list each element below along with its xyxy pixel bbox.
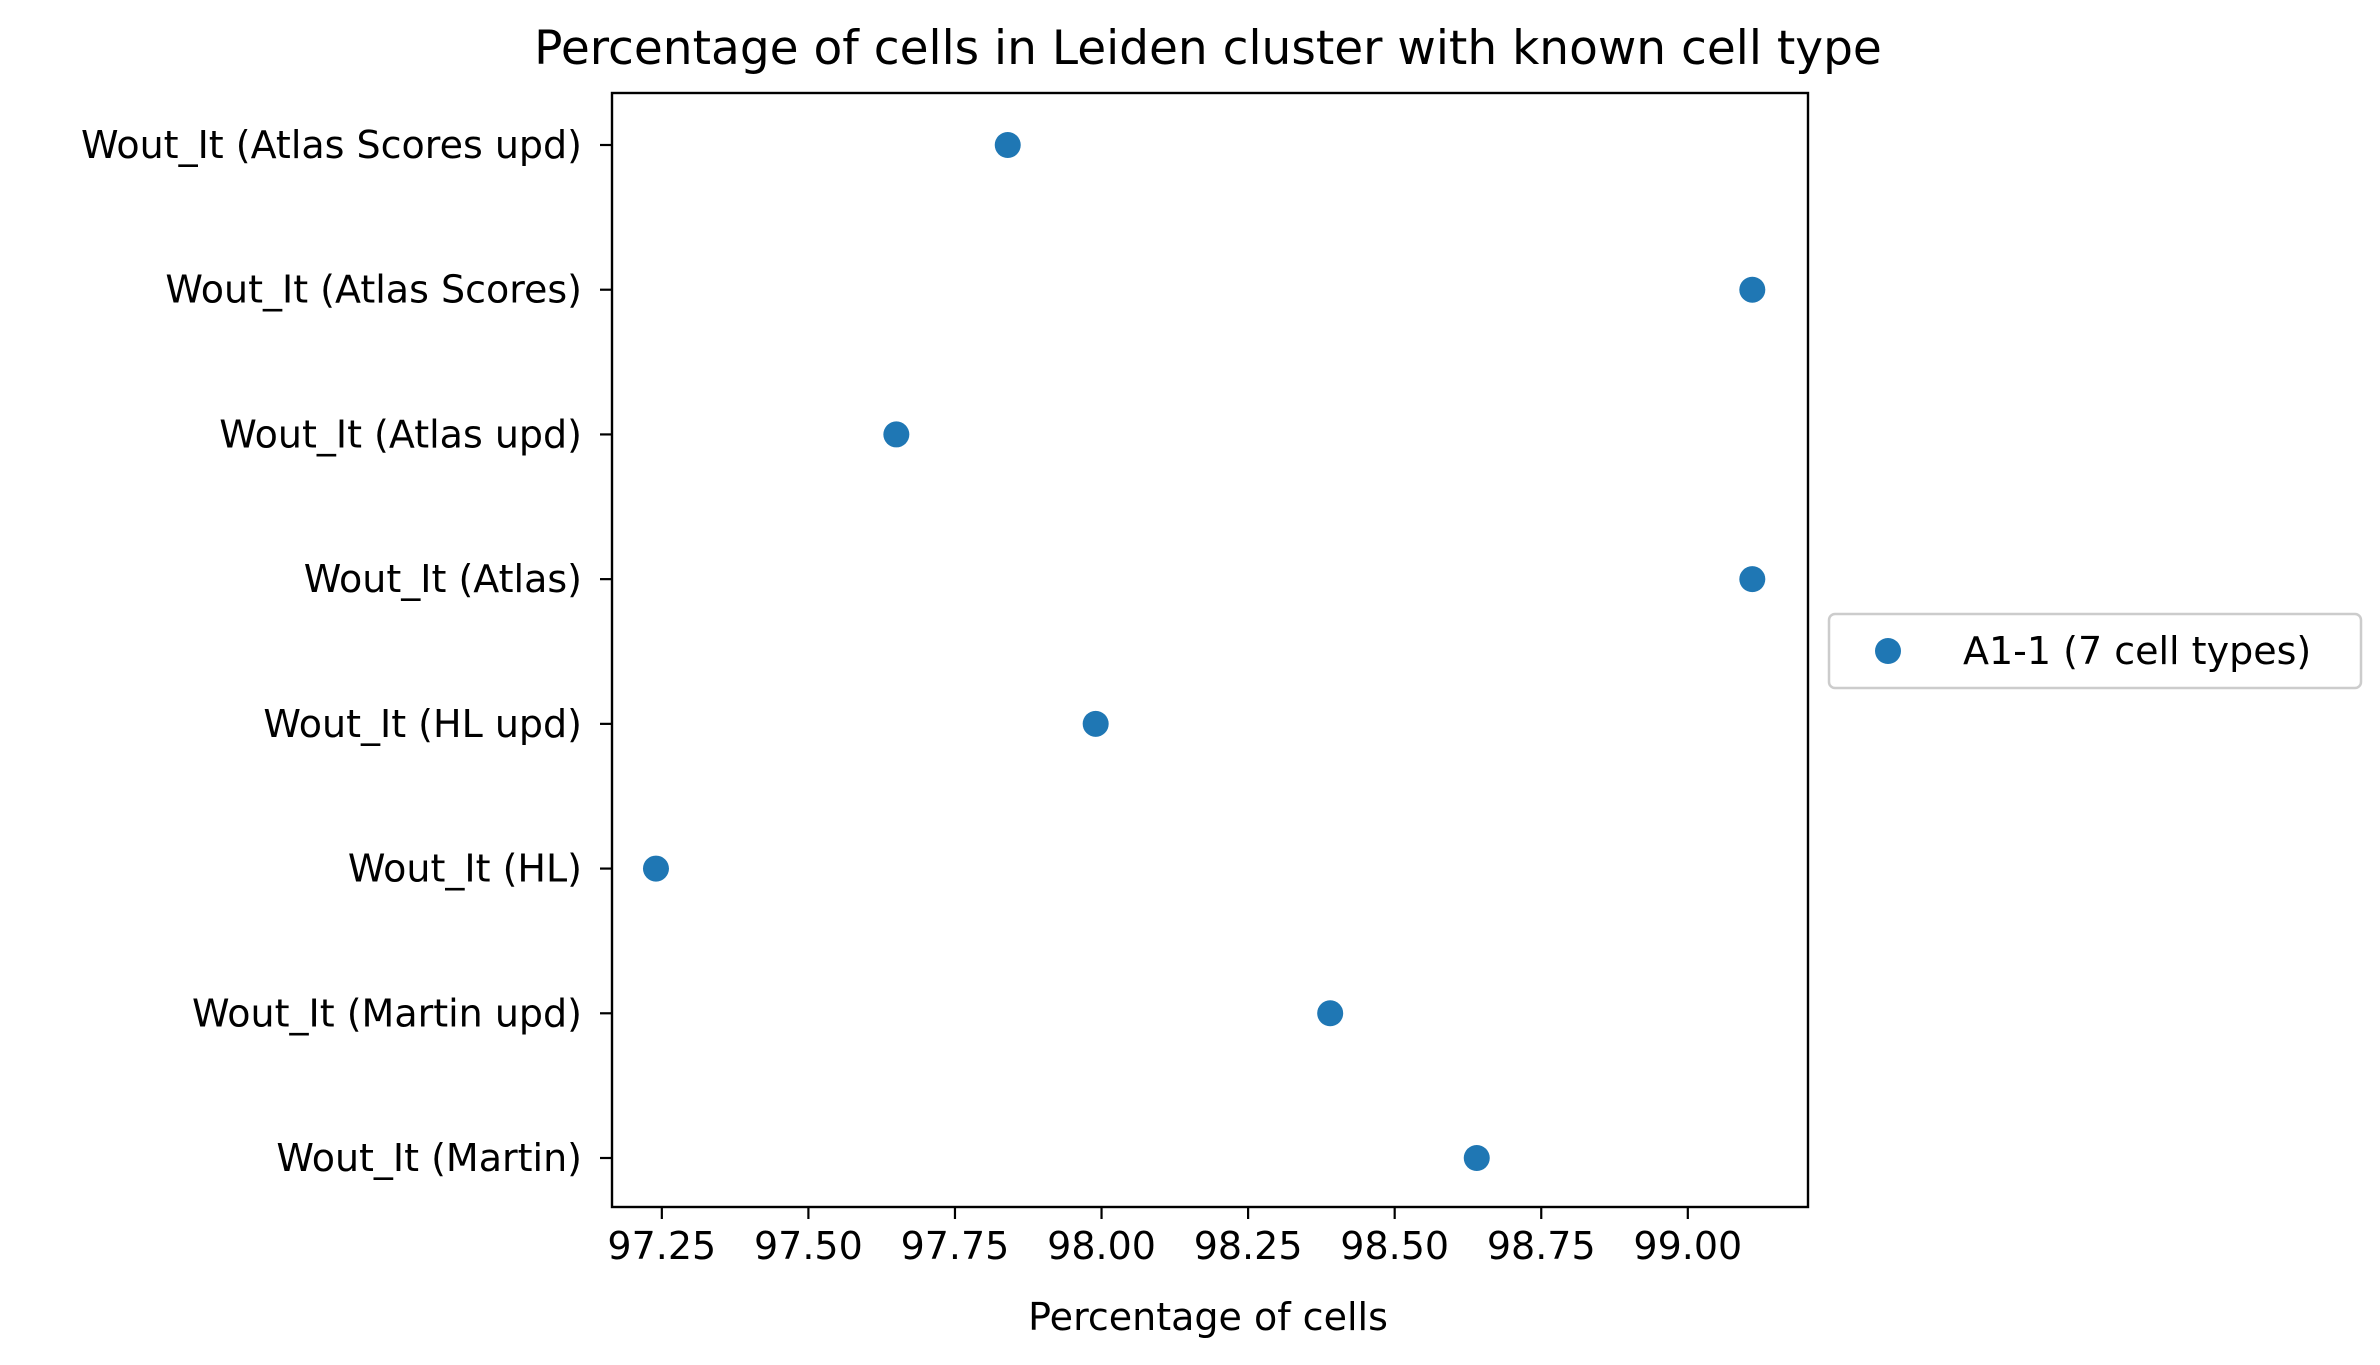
x-tick-label: 99.00 <box>1633 1224 1742 1268</box>
chart-title: Percentage of cells in Leiden cluster wi… <box>534 21 1882 76</box>
y-tick-label: Wout_It (Martin) <box>276 1136 582 1180</box>
data-point <box>642 855 669 882</box>
y-tick-label: Wout_It (Martin upd) <box>192 991 582 1035</box>
legend-marker <box>1875 638 1901 664</box>
y-tick-label: Wout_It (HL) <box>348 847 582 891</box>
data-point <box>1739 276 1766 303</box>
legend-box <box>1827 612 2363 690</box>
y-tick-label: Wout_It (Atlas Scores upd) <box>81 123 582 167</box>
data-point <box>1317 1000 1344 1027</box>
x-tick-label: 97.50 <box>754 1224 863 1268</box>
y-tick-label: Wout_It (HL upd) <box>263 702 582 746</box>
legend-series-label: A1-1 (7 cell types) <box>1963 629 2311 673</box>
x-tick-label: 98.00 <box>1047 1224 1156 1268</box>
data-point <box>994 132 1021 158</box>
x-tick-label: 97.25 <box>607 1224 716 1268</box>
legend: A1-1 (7 cell types) <box>1827 612 2363 690</box>
y-tick-label: Wout_It (Atlas) <box>304 557 582 601</box>
data-point <box>1082 710 1109 737</box>
data-point <box>1463 1145 1490 1171</box>
x-tick-label: 98.25 <box>1194 1224 1303 1268</box>
y-tick-label: Wout_It (Atlas Scores) <box>165 268 582 312</box>
data-point <box>883 421 910 448</box>
axes-frame <box>610 91 1810 1209</box>
data-point <box>1739 566 1766 593</box>
x-axis-label: Percentage of cells <box>1028 1295 1388 1339</box>
x-tick-label: 97.75 <box>901 1224 1010 1268</box>
plot-area: 97.25 97.50 97.75 98.00 98.25 98.50 98.75 99.00… <box>81 91 1810 1268</box>
x-tick-label: 98.50 <box>1340 1224 1449 1268</box>
y-tick-label: Wout_It (Atlas upd) <box>219 412 582 456</box>
x-tick-label: 98.75 <box>1487 1224 1596 1268</box>
